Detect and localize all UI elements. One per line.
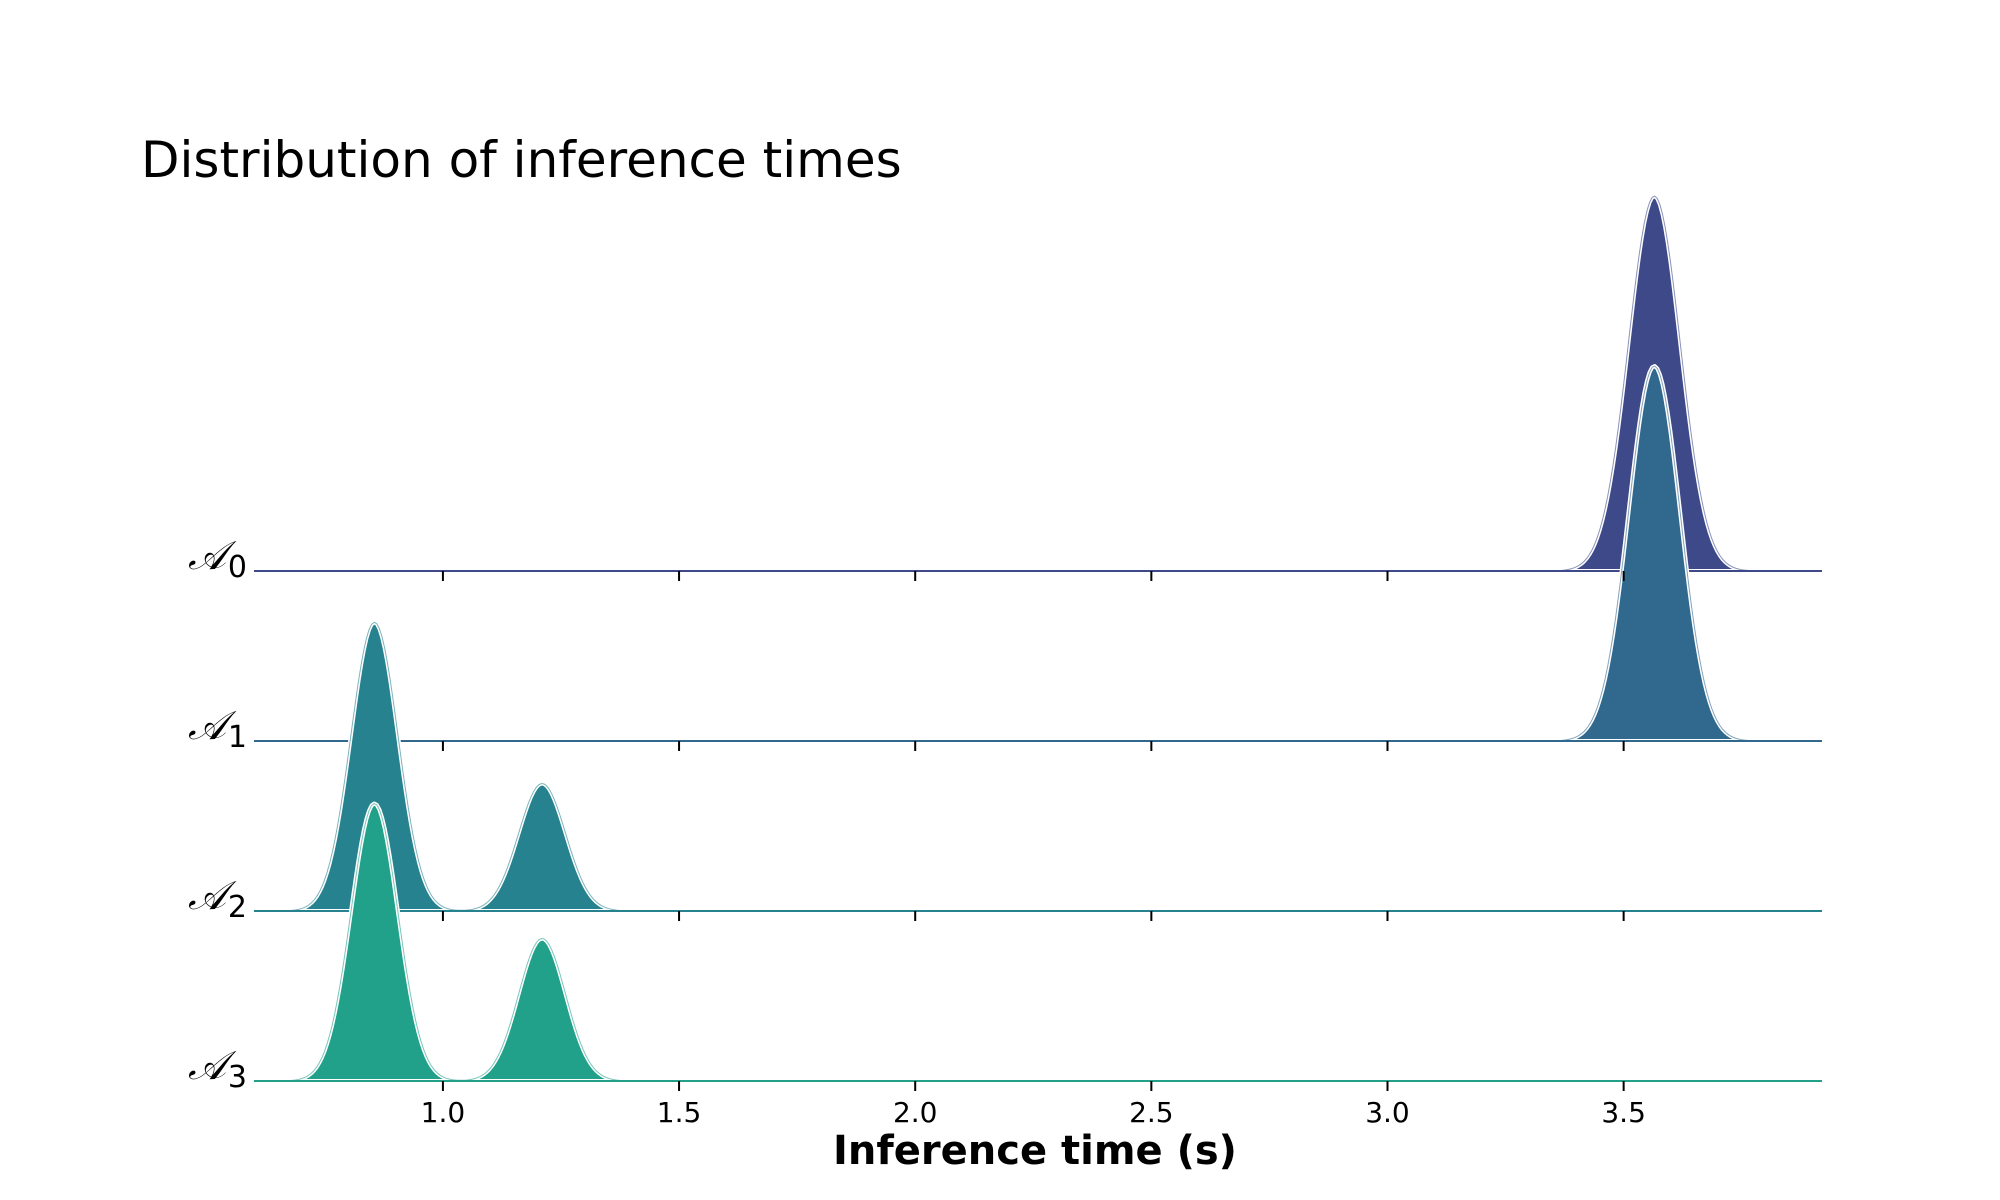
ridge-area-A0 bbox=[252, 194, 1824, 573]
ridge-A1 bbox=[252, 364, 1824, 743]
row-label-A0: 𝒜0 bbox=[188, 533, 247, 585]
x-tick-label: 1.0 bbox=[421, 1096, 466, 1129]
row-label-subscript: 1 bbox=[228, 720, 247, 755]
row-label-subscript: 0 bbox=[228, 550, 247, 585]
ridge-outline-A3 bbox=[254, 802, 1822, 1082]
row-labels-group: 𝒜0 𝒜1 𝒜2 𝒜3 bbox=[188, 533, 247, 1095]
x-ticks-group: 1.0 1.5 2.0 2.5 3.0 3.5 bbox=[421, 571, 1646, 1129]
x-axis-title: Inference time (s) bbox=[833, 1128, 1237, 1174]
ridge-area-A3 bbox=[252, 801, 1824, 1083]
ridges-group bbox=[252, 194, 1824, 1083]
row-label-A3: 𝒜3 bbox=[188, 1043, 247, 1095]
ridge-A3 bbox=[252, 801, 1824, 1083]
row-label-A2: 𝒜2 bbox=[188, 873, 247, 925]
row-label-subscript: 3 bbox=[228, 1060, 247, 1095]
x-tick-label: 3.0 bbox=[1365, 1096, 1410, 1129]
ridge-area-A2 bbox=[252, 620, 1824, 913]
ridge-outline-A2 bbox=[254, 621, 1822, 912]
x-tick-label: 2.5 bbox=[1129, 1096, 1174, 1129]
ridge-A2 bbox=[252, 620, 1824, 913]
ridge-outline-A1 bbox=[254, 365, 1822, 742]
row-label-subscript: 2 bbox=[228, 890, 247, 925]
ridge-A0 bbox=[252, 194, 1824, 573]
x-tick-label: 2.0 bbox=[893, 1096, 938, 1129]
ridge-outline-A0 bbox=[254, 195, 1822, 572]
x-tick-label: 1.5 bbox=[657, 1096, 702, 1129]
chart-title: Distribution of inference times bbox=[141, 131, 902, 189]
row-label-A1: 𝒜1 bbox=[188, 703, 247, 755]
x-tick-label: 3.5 bbox=[1601, 1096, 1646, 1129]
ridge-area-A1 bbox=[252, 364, 1824, 743]
